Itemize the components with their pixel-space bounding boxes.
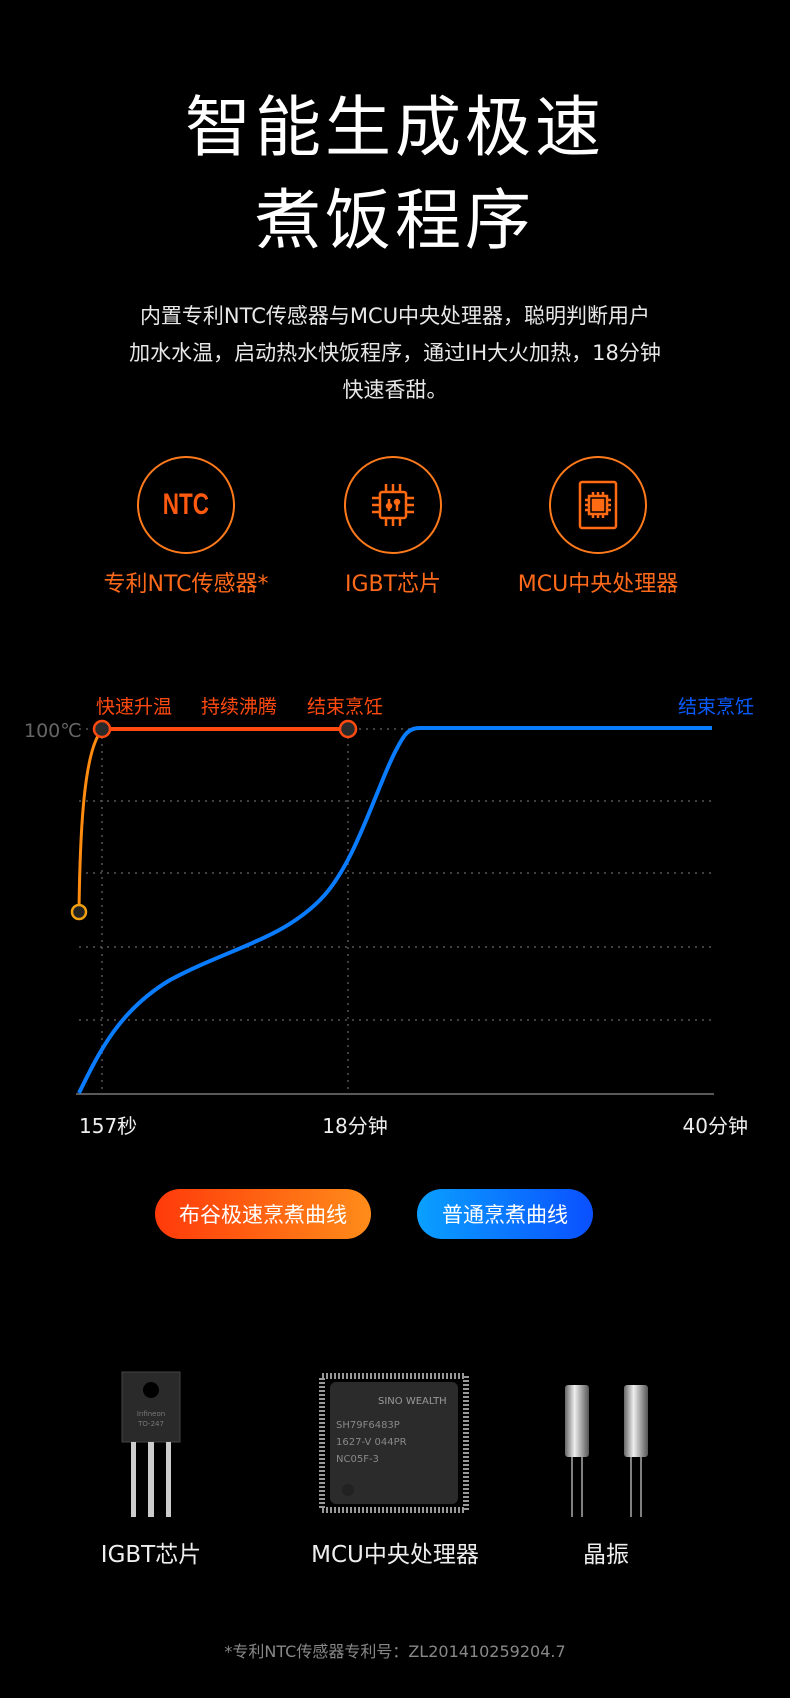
grid-lines — [79, 728, 712, 1094]
description-line: 加水水温，启动热水快饭程序，通过IH大火加热，18分钟 — [129, 341, 661, 365]
igbt-chip-icon — [344, 456, 442, 554]
boil-point — [92, 719, 112, 739]
chip-marking: TO-247 — [137, 1420, 164, 1428]
feature-label-igbt: IGBT芯片 — [344, 572, 442, 597]
y-label: 100℃ — [24, 720, 82, 742]
description-line: 内置专利NTC传感器与MCU中央处理器，聪明判断用户 — [139, 304, 651, 328]
x-tick: 40分钟 — [683, 1114, 748, 1138]
igbt-chip-image: Infineon TO-247 — [121, 1371, 181, 1517]
end-point — [338, 719, 358, 739]
fast-rise-curve — [77, 728, 104, 913]
component-label-crystal: 晶振 — [583, 1542, 629, 1568]
crystal-oscillator-image — [565, 1385, 648, 1517]
component-label-igbt: IGBT芯片 — [100, 1542, 202, 1568]
feature-label-mcu: MCU中央处理器 — [517, 572, 679, 597]
chip-marking: SINO WEALTH — [378, 1396, 447, 1407]
chip-marking: SH79F6483P — [336, 1420, 400, 1431]
component-label-mcu: MCU中央处理器 — [311, 1542, 479, 1568]
legend-normal-curve[interactable]: 普通烹煮曲线 — [417, 1189, 593, 1239]
mcu-chip-icon — [549, 456, 647, 554]
cooking-curve-chart: 100℃ 快速升温 持续沸腾 结束烹饪 结束烹饪 157秒 18分钟 40分钟 — [24, 696, 754, 1138]
x-tick: 157秒 — [79, 1114, 137, 1138]
blue-end-label: 结束烹饪 — [678, 696, 754, 718]
legend-fast-curve[interactable]: 布谷极速烹煮曲线 — [155, 1189, 371, 1239]
patent-footnote: *专利NTC传感器专利号：ZL201410259204.7 — [224, 1642, 566, 1661]
chip-marking: 1627-V 044PR — [336, 1437, 407, 1448]
title-line-2: 煮饭程序 — [255, 182, 535, 259]
stage-label: 持续沸腾 — [201, 696, 277, 718]
chip-marking: Infineon — [137, 1410, 165, 1418]
stage-label: 快速升温 — [96, 696, 172, 718]
title-line-1: 智能生成极速 — [185, 89, 605, 166]
ntc-icon: NTC — [137, 456, 235, 554]
ntc-icon-text: NTC — [162, 488, 210, 521]
x-tick: 18分钟 — [322, 1114, 387, 1138]
stage-label: 结束烹饪 — [307, 696, 383, 718]
feature-label-ntc: 专利NTC传感器* — [103, 572, 269, 597]
normal-cooking-curve — [77, 726, 712, 1094]
chip-marking: NC05F-3 — [336, 1454, 379, 1465]
description-line: 快速香甜。 — [342, 378, 448, 402]
description: 内置专利NTC传感器与MCU中央处理器，聪明判断用户 加水水温，启动热水快饭程序… — [0, 298, 790, 409]
mcu-chip-image: SINO WEALTH SH79F6483P 1627-V 044PR NC05… — [319, 1373, 469, 1513]
start-point — [70, 903, 88, 921]
